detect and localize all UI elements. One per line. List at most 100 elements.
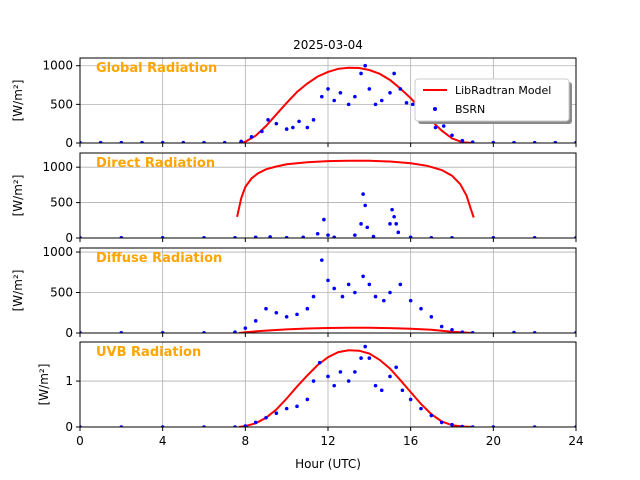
bsrn-point [98, 140, 103, 143]
bsrn-point [274, 310, 279, 315]
panel-3: 0 500 1000 [W/m²] Diffuse Radiation [11, 245, 577, 340]
bsrn-point [365, 225, 370, 230]
panel-1: 0 500 1000 [W/m²] Global Radiation [11, 57, 577, 150]
bsrn-point [433, 125, 438, 130]
y-tick-label: 1000 [42, 160, 73, 174]
bsrn-point [340, 294, 345, 299]
legend: LibRadtran Model BSRN [414, 78, 572, 124]
bsrn-point [398, 282, 403, 287]
bsrn-point [460, 424, 465, 427]
bsrn-point [264, 416, 268, 420]
bsrn-point [264, 306, 268, 311]
panel-title: Diffuse Radiation [96, 251, 222, 266]
bsrn-point [441, 124, 446, 128]
bsrn-point [305, 306, 310, 311]
bsrn-point [268, 235, 272, 238]
y-tick-label: 1000 [42, 59, 73, 73]
bsrn-point [394, 365, 399, 370]
bsrn-point [353, 370, 357, 374]
bsrn-point [353, 233, 357, 237]
bsrn-point [326, 233, 330, 237]
bsrn-point [373, 383, 378, 388]
bsrn-point [491, 140, 496, 143]
bsrn-point [396, 230, 401, 235]
bsrn-point [373, 102, 378, 107]
bsrn-point [359, 356, 363, 360]
bsrn-point [284, 235, 289, 238]
bsrn-point [450, 133, 454, 138]
bsrn-point [408, 235, 413, 238]
x-tick-label: 8 [242, 434, 250, 448]
bsrn-point [233, 330, 237, 333]
legend-box [414, 78, 570, 122]
bsrn-point [284, 127, 289, 131]
bsrn-point [388, 222, 392, 226]
bsrn-point [320, 94, 324, 99]
bsrn-point [140, 140, 144, 143]
bsrn-point [274, 121, 279, 126]
y-tick-label: 0 [65, 136, 73, 150]
x-tick-label: 16 [403, 434, 418, 448]
figure-title: 2025-03-04 [293, 38, 363, 52]
bsrn-point [253, 235, 258, 238]
bsrn-point [429, 315, 434, 319]
bsrn-point [311, 118, 316, 122]
bsrn-point [373, 294, 378, 299]
bsrn-point [317, 360, 322, 365]
y-tick-label: 500 [50, 196, 73, 210]
bsrn-point [532, 140, 537, 143]
bsrn-point [394, 222, 399, 226]
bsrn-point [332, 235, 336, 238]
bsrn-point [295, 404, 299, 409]
bsrn-point [311, 379, 316, 383]
bsrn-point [346, 102, 351, 107]
bsrn-point [512, 140, 516, 143]
bsrn-point [460, 138, 465, 143]
bsrn-point [315, 231, 320, 236]
bsrn-point [305, 125, 310, 130]
bsrn-point [332, 383, 337, 388]
x-tick-label: 0 [76, 434, 84, 448]
bsrn-point [392, 214, 396, 219]
bsrn-point [260, 129, 264, 134]
bsrn-point [470, 140, 475, 143]
bsrn-point [388, 290, 392, 295]
bsrn-point [326, 87, 330, 91]
bsrn-point [410, 102, 415, 107]
bsrn-point [439, 420, 444, 425]
bsrn-point [297, 119, 301, 124]
bsrn-point [305, 397, 310, 402]
bsrn-point [390, 207, 394, 212]
bsrn-point [119, 140, 124, 143]
bsrn-point [367, 282, 372, 287]
x-axis-label: Hour (UTC) [295, 457, 361, 471]
bsrn-point [419, 406, 423, 411]
bsrn-point [398, 87, 403, 91]
bsrn-point [392, 71, 396, 76]
y-tick-label: 0 [65, 420, 73, 434]
bsrn-point [379, 98, 384, 103]
bsrn-point [353, 290, 357, 295]
bsrn-point [429, 413, 434, 418]
legend-bsrn-swatch [433, 107, 437, 111]
bsrn-point [379, 388, 384, 393]
bsrn-point [320, 258, 324, 262]
x-tick-label: 20 [486, 434, 501, 448]
y-axis-label: [W/m²] [11, 270, 25, 312]
bsrn-point [359, 222, 363, 226]
y-tick-label: 0 [65, 231, 73, 245]
y-tick-label: 500 [50, 286, 73, 300]
model-line [238, 326, 473, 333]
panel-title: UVB Radiation [96, 345, 201, 360]
y-tick-label: 1000 [42, 245, 73, 259]
legend-label: BSRN [455, 103, 485, 116]
bsrn-point [361, 274, 365, 279]
bsrn-point [181, 140, 186, 143]
bsrn-point [284, 315, 289, 319]
bsrn-point [439, 324, 444, 329]
bsrn-point [388, 374, 392, 379]
bsrn-point [363, 344, 368, 349]
model-line [236, 159, 475, 218]
bsrn-point [249, 135, 254, 139]
